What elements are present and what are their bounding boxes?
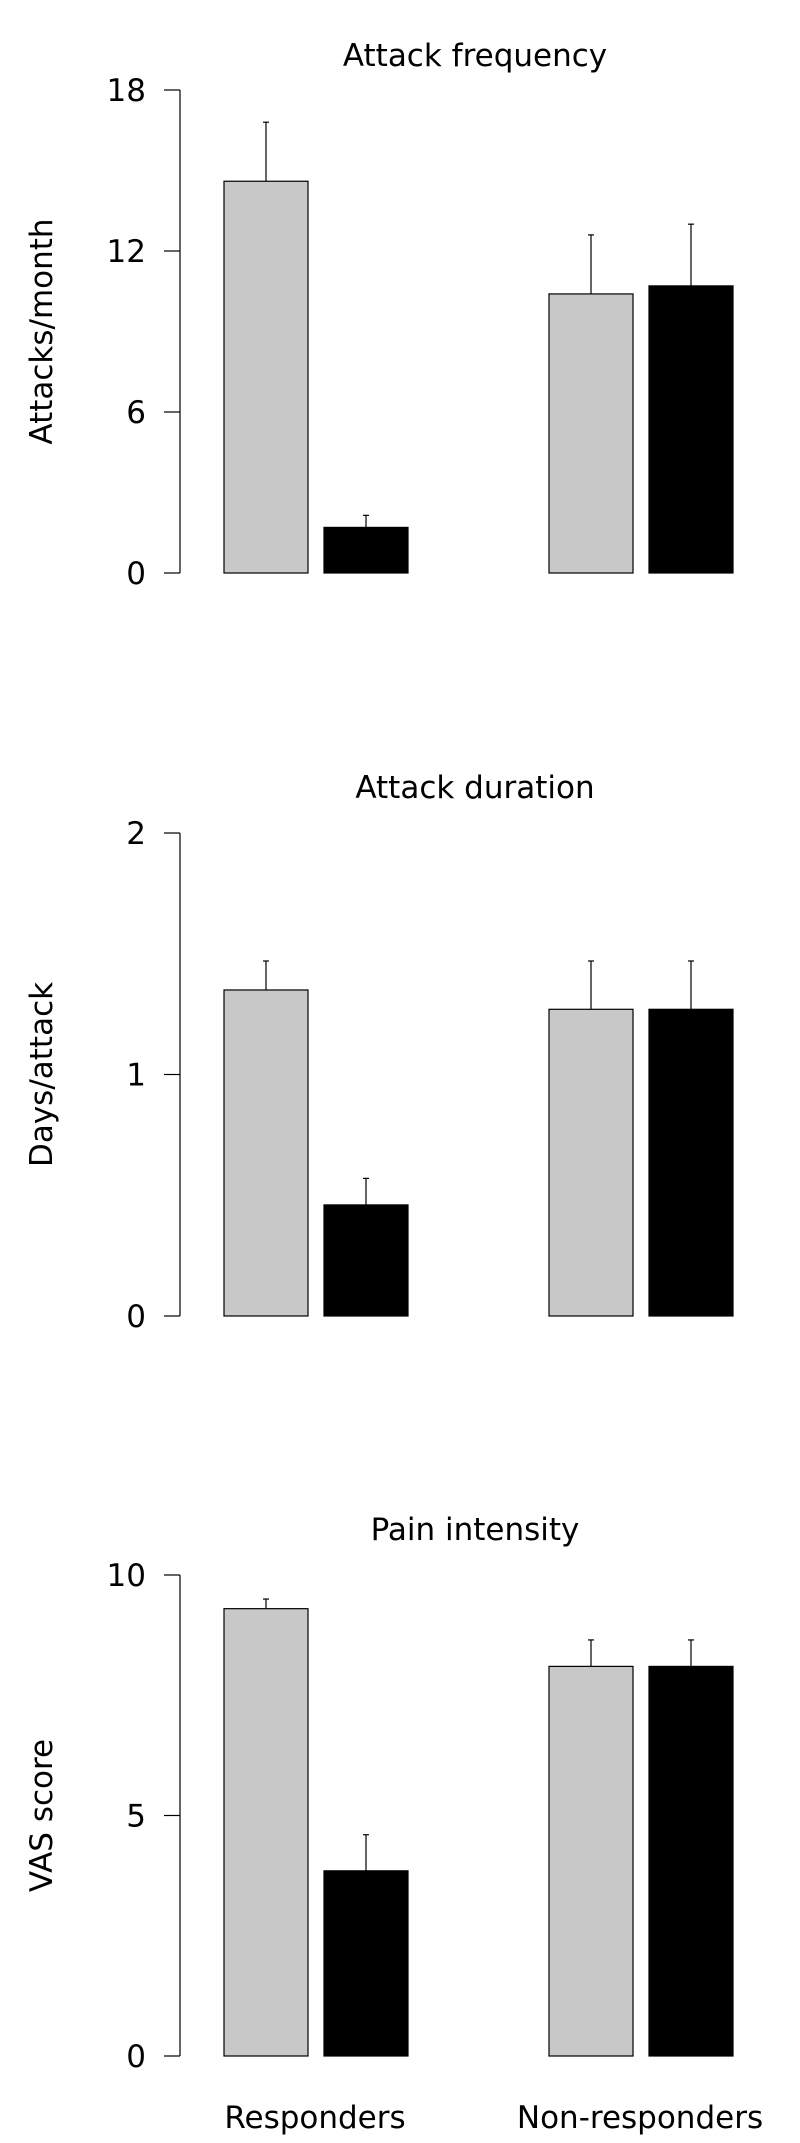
x-category-label-2: Non-responders	[517, 2100, 763, 2136]
bar-2-s2-c1	[323, 1204, 409, 1317]
bar-3-s2-c2	[648, 1665, 734, 2057]
y-tick-label-3-1: 5	[126, 1799, 146, 1835]
x-category-label-1: Responders	[224, 2100, 405, 2136]
chart-title-2: Attack duration	[355, 770, 594, 806]
bar-2-s1-c2	[548, 1008, 634, 1317]
y-tick-label-3-2: 10	[107, 1558, 146, 1594]
bar-2-s1-c1	[223, 989, 309, 1317]
y-tick-label-2-2: 2	[126, 816, 146, 852]
y-tick-label-1-3: 18	[107, 73, 146, 109]
y-axis-label-2: Days/attack	[24, 982, 60, 1167]
chart-title-3: Pain intensity	[371, 1512, 580, 1548]
y-axis-label-1: Attacks/month	[24, 218, 60, 444]
y-tick-label-3-0: 0	[126, 2039, 146, 2075]
bar-1-s1-c1	[223, 180, 309, 574]
y-tick-label-2-0: 0	[126, 1299, 146, 1335]
bar-3-s2-c1	[323, 1870, 409, 2057]
bar-1-s2-c1	[323, 526, 409, 574]
bar-3-s1-c2	[548, 1665, 634, 2057]
bar-2-s2-c2	[648, 1008, 734, 1317]
y-tick-label-1-0: 0	[126, 556, 146, 592]
chart-title-1: Attack frequency	[343, 38, 607, 74]
y-tick-label-1-1: 6	[126, 395, 146, 431]
bar-3-s1-c1	[223, 1608, 309, 2057]
bar-1-s1-c2	[548, 293, 634, 574]
y-tick-label-1-2: 12	[107, 234, 146, 270]
bar-1-s2-c2	[648, 285, 734, 574]
y-tick-label-2-1: 1	[126, 1058, 146, 1094]
y-axis-label-3: VAS score	[24, 1739, 60, 1892]
